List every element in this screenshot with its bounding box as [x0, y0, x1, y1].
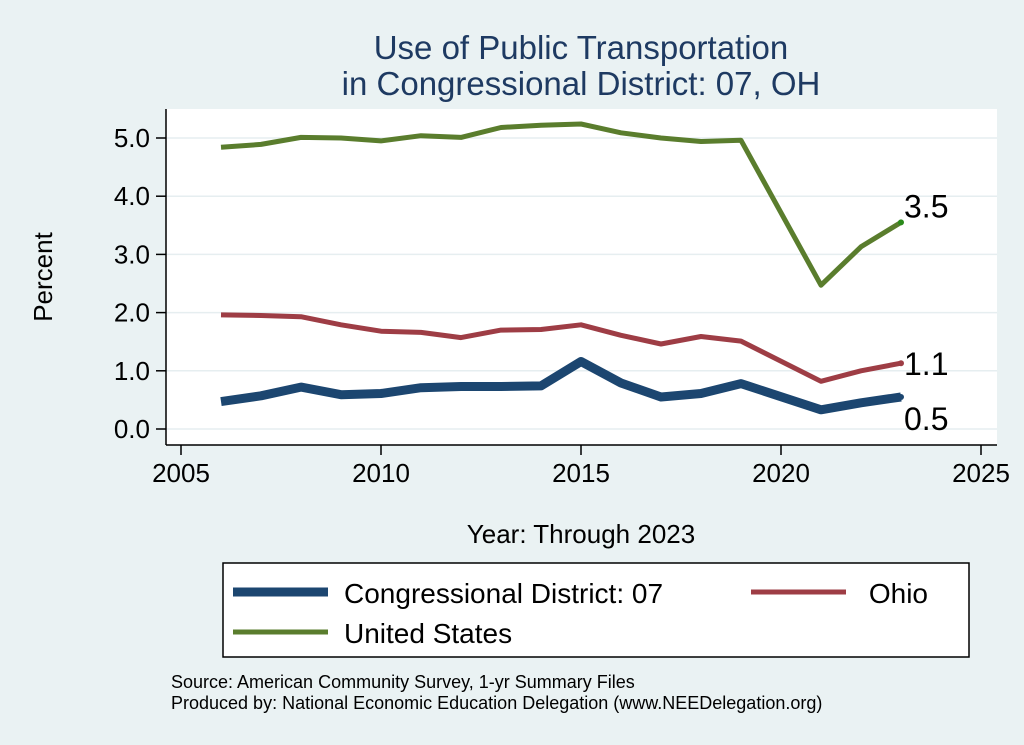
series-end-point-1 — [898, 360, 904, 367]
legend-label-1: Ohio — [869, 578, 928, 609]
chart-subtitle: in Congressional District: 07, OH — [342, 65, 821, 102]
x-tick-label: 2015 — [552, 458, 610, 488]
gridlines — [166, 137, 997, 430]
y-axis-ticks: 0.0 1.0 2.0 3.0 4.0 5.0 — [114, 123, 166, 444]
y-tick-label: 0.0 — [114, 414, 150, 444]
chart-title: Use of Public Transportation — [374, 29, 789, 66]
end-label-0: 0.5 — [904, 401, 948, 437]
y-tick-label: 3.0 — [114, 239, 150, 269]
producer-note: Produced by: National Economic Education… — [171, 693, 822, 713]
y-axis-label: Percent — [28, 231, 58, 321]
series-end-point-0 — [898, 393, 904, 400]
legend: Congressional District: 07 Ohio United Sta… — [233, 578, 928, 649]
end-label-2: 3.5 — [904, 188, 948, 224]
y-tick-label: 4.0 — [114, 181, 150, 211]
legend-label-2: United States — [344, 618, 512, 649]
legend-box — [222, 562, 970, 658]
end-labels: 0.5 1.1 3.5 — [904, 188, 948, 437]
end-label-1: 1.1 — [904, 346, 948, 382]
series-layer — [220, 121, 904, 415]
x-axis-label: Year: Through 2023 — [467, 519, 695, 549]
x-axis-ticks: 2005 2010 2015 2020 2025 — [152, 445, 1010, 488]
plot-area — [166, 109, 997, 445]
source-note: Source: American Community Survey, 1-yr … — [171, 672, 635, 692]
y-tick-label: 2.0 — [114, 298, 150, 328]
series-line-2 — [220, 121, 903, 288]
series-end-point-2 — [898, 219, 904, 226]
x-tick-label: 2020 — [752, 458, 810, 488]
series-line-1 — [220, 312, 902, 384]
legend-label-0: Congressional District: 07 — [344, 578, 663, 609]
x-tick-label: 2025 — [952, 458, 1010, 488]
y-tick-label: 5.0 — [114, 123, 150, 153]
x-tick-label: 2010 — [352, 458, 410, 488]
series-line-0 — [220, 357, 902, 415]
y-tick-label: 1.0 — [114, 356, 150, 386]
x-tick-label: 2005 — [152, 458, 210, 488]
